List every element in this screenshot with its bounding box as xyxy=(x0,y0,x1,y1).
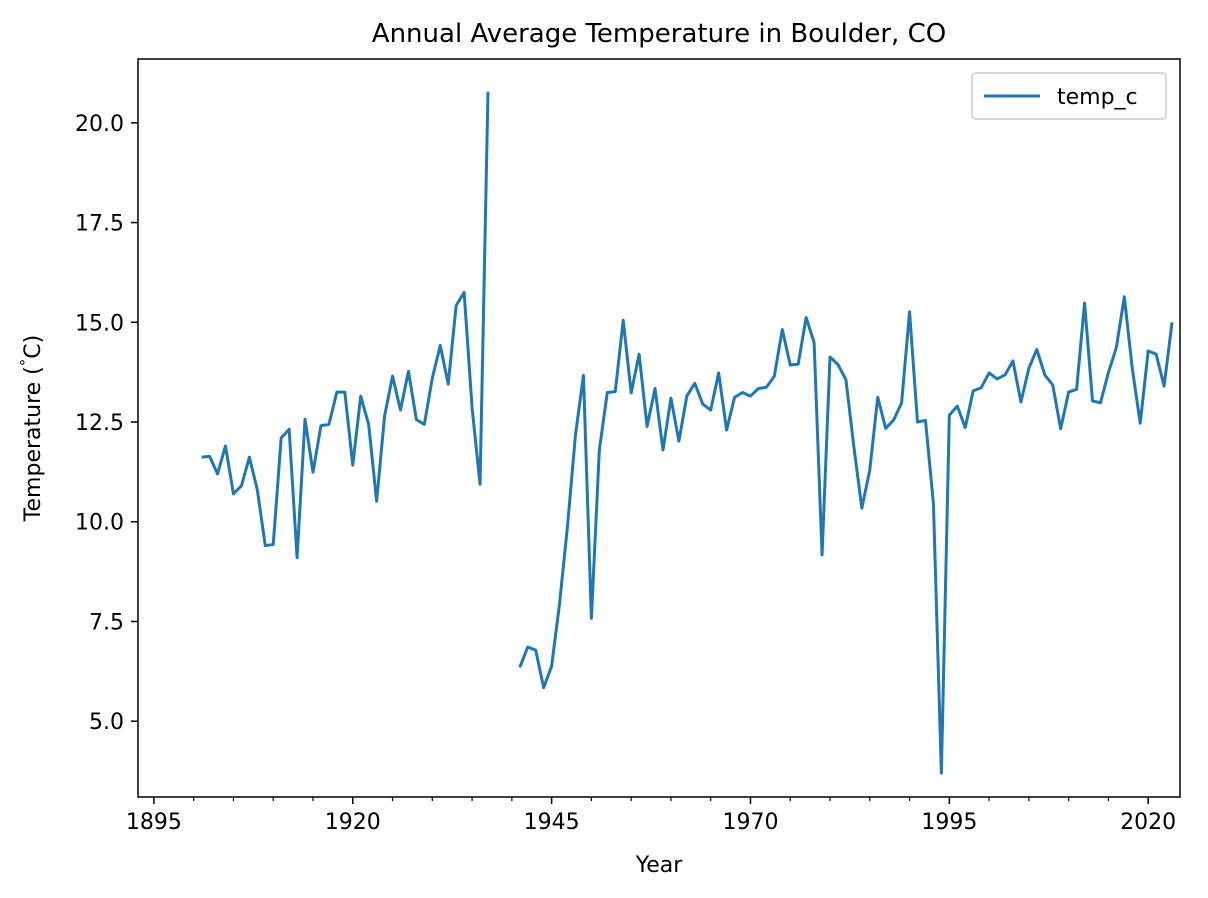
series-line-temp_c xyxy=(201,91,1174,775)
y-tick-label: 5.0 xyxy=(89,710,124,735)
legend-label: temp_c xyxy=(1057,85,1138,110)
legend-box xyxy=(971,72,1167,120)
x-tick-label: 2020 xyxy=(1120,810,1176,835)
x-tick-label: 1970 xyxy=(722,810,778,835)
legend: temp_c xyxy=(971,72,1167,120)
x-tick-label: 1895 xyxy=(126,810,182,835)
y-axis-ticks: 5.0 7.5 10.0 12.5 15.0 17.5 20.0 xyxy=(75,112,138,735)
y-tick-label: 15.0 xyxy=(75,311,124,336)
y-tick-label: 10.0 xyxy=(75,511,124,536)
plot-frame xyxy=(137,58,1181,798)
x-tick-label: 1920 xyxy=(325,810,381,835)
x-axis-title: Year xyxy=(635,853,684,878)
y-tick-label: 7.5 xyxy=(89,610,124,635)
chart-title: Annual Average Temperature in Boulder, C… xyxy=(372,19,946,49)
y-tick-label: 20.0 xyxy=(75,112,124,137)
y-tick-label: 12.5 xyxy=(75,411,124,436)
series-line-group xyxy=(201,91,1174,775)
x-tick-label: 1945 xyxy=(524,810,580,835)
x-tick-label: 1995 xyxy=(921,810,977,835)
x-axis-ticks: 1895 1920 1945 1970 1995 2020 xyxy=(126,797,1176,835)
y-tick-label: 17.5 xyxy=(75,212,124,237)
